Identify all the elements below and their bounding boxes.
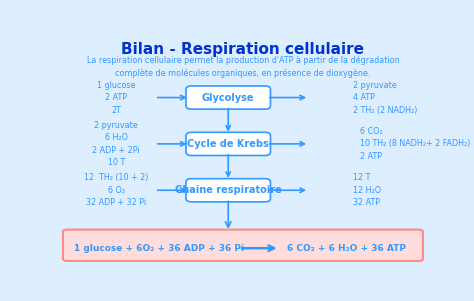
Text: 6 CO₂ + 6 H₂O + 36 ATP: 6 CO₂ + 6 H₂O + 36 ATP xyxy=(287,244,406,253)
Text: 12  TH₂ (10 + 2)
6 O₂
32 ADP + 32 Pi: 12 TH₂ (10 + 2) 6 O₂ 32 ADP + 32 Pi xyxy=(84,173,148,207)
Text: 2 pyruvate
6 H₂O
2 ADP + 2Pi
10 T: 2 pyruvate 6 H₂O 2 ADP + 2Pi 10 T xyxy=(92,121,140,167)
FancyBboxPatch shape xyxy=(63,230,423,261)
Text: 1 glucose
2 ATP
2T: 1 glucose 2 ATP 2T xyxy=(97,81,136,115)
Text: 6 CO₂
10 TH₂ (8 NADH₂+ 2 FADH₂)
2 ATP: 6 CO₂ 10 TH₂ (8 NADH₂+ 2 FADH₂) 2 ATP xyxy=(360,127,471,161)
Text: Chaine respiratoire: Chaine respiratoire xyxy=(175,185,282,195)
Text: 1 glucose + 6O₂ + 36 ADP + 36 Pi: 1 glucose + 6O₂ + 36 ADP + 36 Pi xyxy=(74,244,244,253)
Text: Bilan - Respiration cellulaire: Bilan - Respiration cellulaire xyxy=(121,42,365,57)
FancyBboxPatch shape xyxy=(186,132,271,156)
FancyBboxPatch shape xyxy=(186,86,271,109)
FancyBboxPatch shape xyxy=(186,179,271,202)
Text: 2 pyruvate
4 ATP
2 TH₂ (2 NADH₂): 2 pyruvate 4 ATP 2 TH₂ (2 NADH₂) xyxy=(353,81,418,115)
Text: 12 T
12 H₂O
32 ATP: 12 T 12 H₂O 32 ATP xyxy=(353,173,381,207)
Text: La respiration cellulaire permet la production d'ATP à partir de la dégradation
: La respiration cellulaire permet la prod… xyxy=(87,55,399,78)
Text: Glycolyse: Glycolyse xyxy=(202,92,255,103)
Text: Cycle de Krebs: Cycle de Krebs xyxy=(187,139,269,149)
